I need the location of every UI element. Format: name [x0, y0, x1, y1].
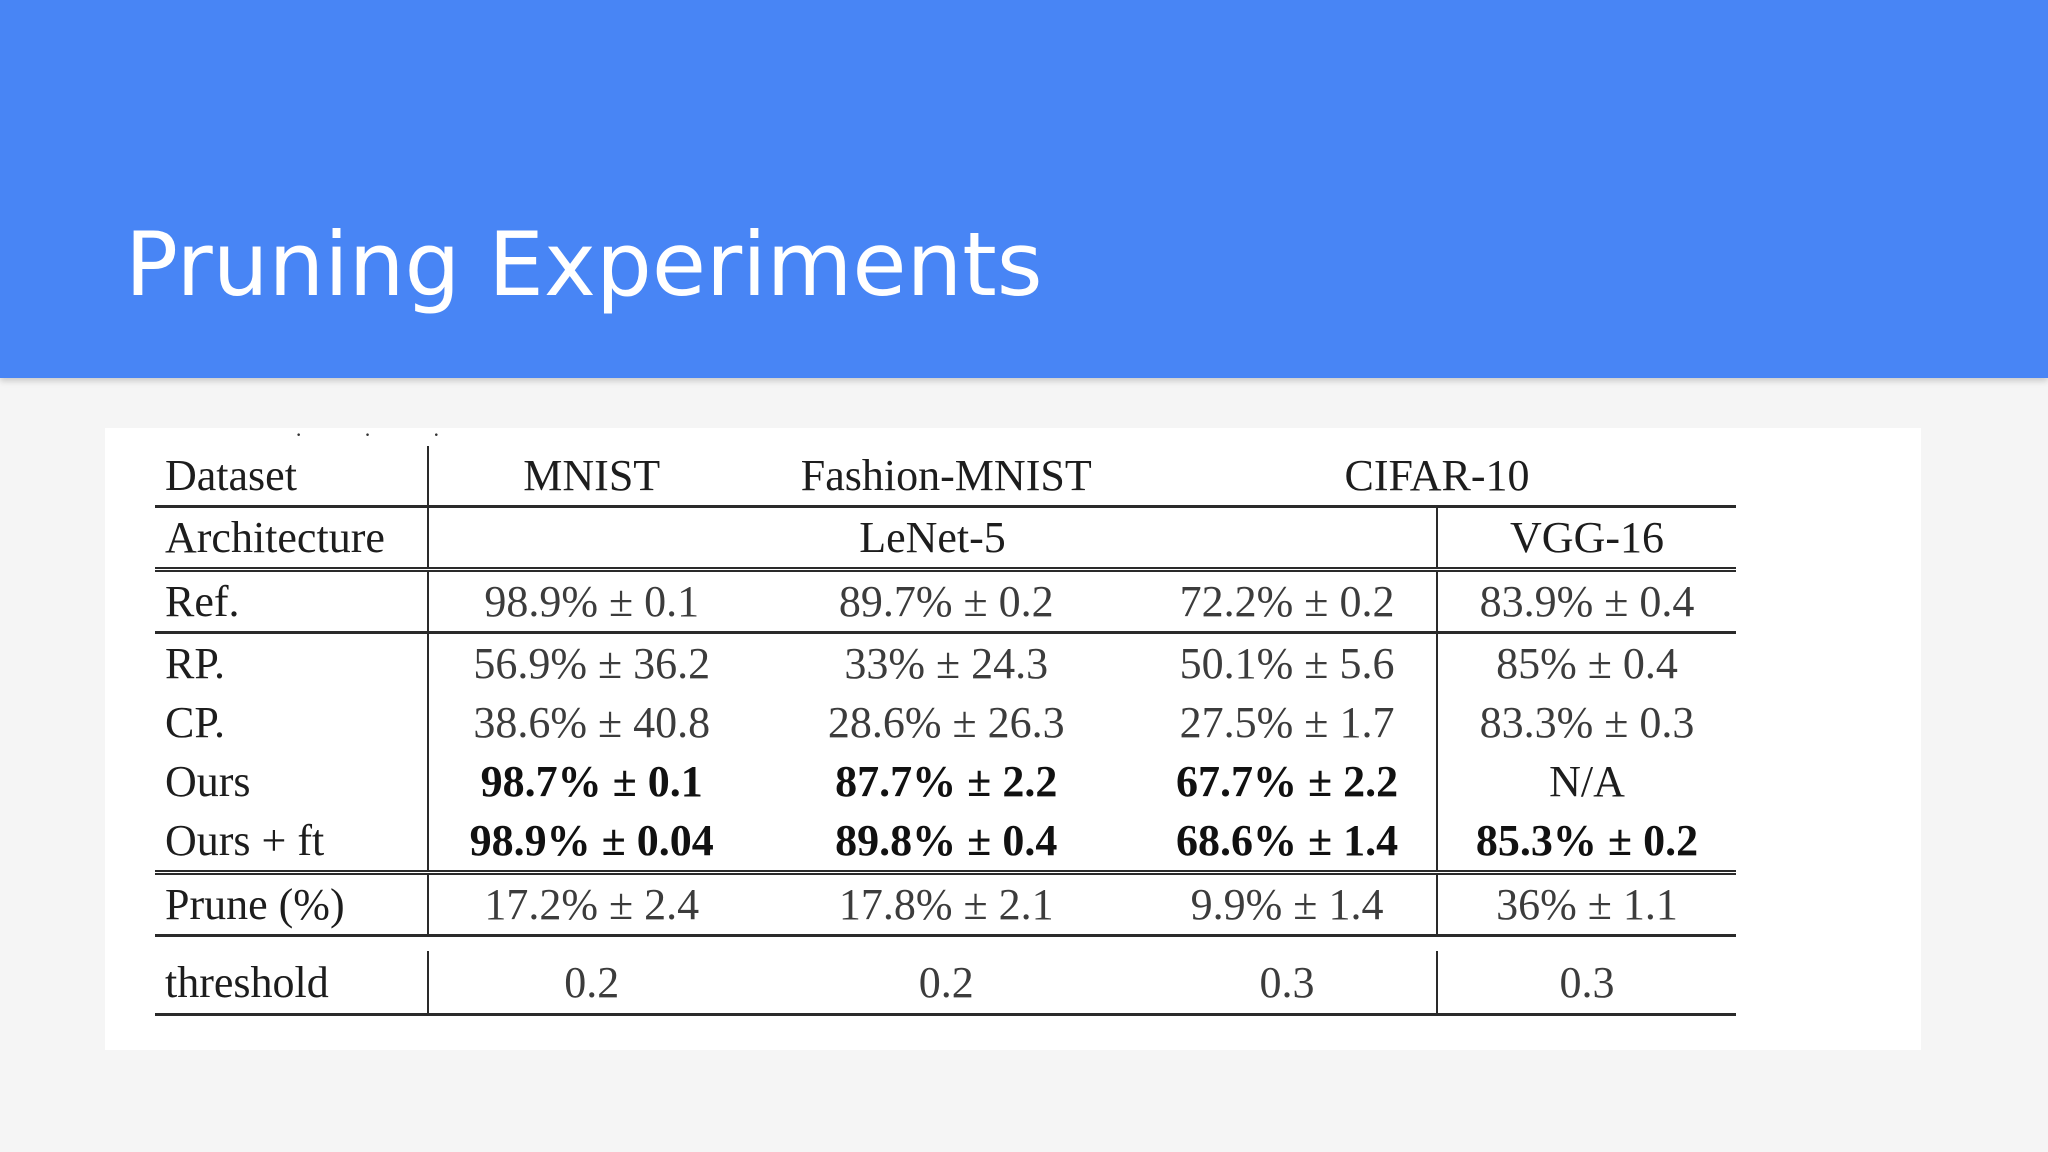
slide-header: Pruning Experiments — [0, 0, 2048, 378]
table-cell: 33% ± 24.3 — [754, 631, 1139, 693]
table-row: RP. 56.9% ± 36.2 33% ± 24.3 50.1% ± 5.6 … — [155, 631, 1736, 693]
table-cell: 85% ± 0.4 — [1436, 631, 1736, 693]
header-arch-vgg16: VGG-16 — [1436, 505, 1736, 570]
table-cell: 89.8% ± 0.4 — [835, 816, 1058, 865]
table-cell: 36% ± 1.1 — [1436, 870, 1736, 936]
table-row: CP. 38.6% ± 40.8 28.6% ± 26.3 27.5% ± 1.… — [155, 693, 1736, 752]
row-label: RP. — [155, 631, 429, 693]
table-cell: 0.2 — [754, 951, 1139, 1016]
row-label: Ref. — [155, 567, 429, 633]
table-cell: 87.7% ± 2.2 — [835, 757, 1058, 806]
header-arch-lenet5: LeNet-5 — [428, 505, 1438, 570]
row-label: threshold — [155, 951, 429, 1016]
table-cell: 17.8% ± 2.1 — [754, 870, 1139, 936]
table-spacer-row — [155, 934, 1736, 951]
header-dataset-cifar10: CIFAR-10 — [1344, 451, 1530, 500]
table-cell: 28.6% ± 26.3 — [827, 698, 1065, 747]
slide-title: Pruning Experiments — [125, 213, 1043, 316]
table-cell: 0.3 — [1436, 951, 1736, 1016]
table-row: threshold 0.2 0.2 0.3 0.3 — [155, 951, 1736, 1016]
table-row: Ours 98.7% ± 0.1 87.7% ± 2.2 67.7% ± 2.2… — [155, 752, 1736, 811]
table-row: Ours + ft 98.9% ± 0.04 89.8% ± 0.4 68.6%… — [155, 811, 1736, 873]
table-cell: 0.2 — [428, 951, 755, 1016]
table-cell: 0.3 — [1138, 951, 1438, 1016]
table-cell: 98.7% ± 0.1 — [480, 757, 703, 806]
row-label: Prune (%) — [155, 870, 429, 936]
table-cell: N/A — [1436, 752, 1736, 811]
table-cell: 83.9% ± 0.4 — [1436, 567, 1736, 633]
table-cell: 27.5% ± 1.7 — [1179, 698, 1395, 747]
table-cell: 9.9% ± 1.4 — [1138, 870, 1438, 936]
table-row: Prune (%) 17.2% ± 2.4 17.8% ± 2.1 9.9% ±… — [155, 870, 1736, 936]
results-table-image: · · · Dataset MNIST Fashion-MNIST CIFAR-… — [105, 422, 1921, 1050]
header-architecture-label: Architecture — [155, 505, 429, 570]
table-cell: 50.1% ± 5.6 — [1138, 631, 1438, 693]
row-label: Ours — [155, 752, 429, 811]
table-cell: 56.9% ± 36.2 — [428, 631, 755, 693]
table-header-arch-row: Architecture LeNet-5 VGG-16 — [155, 505, 1736, 570]
table-cell: 98.9% ± 0.1 — [428, 567, 755, 633]
table-cell: 83.3% ± 0.3 — [1436, 693, 1736, 752]
header-dataset-fashion-mnist: Fashion-MNIST — [800, 451, 1092, 500]
table-cell: 38.6% ± 40.8 — [473, 698, 711, 747]
table-cell: 17.2% ± 2.4 — [428, 870, 755, 936]
table-cell: 85.3% ± 0.2 — [1436, 811, 1736, 873]
table-row: Ref. 98.9% ± 0.1 89.7% ± 0.2 72.2% ± 0.2… — [155, 567, 1736, 633]
table-cell: 68.6% ± 1.4 — [1175, 816, 1399, 865]
header-dataset-mnist: MNIST — [523, 451, 661, 500]
table-cell: 98.9% ± 0.04 — [469, 816, 714, 865]
table-cell: 72.2% ± 0.2 — [1138, 567, 1438, 633]
header-dataset-label: Dataset — [155, 446, 429, 507]
table-cell: 67.7% ± 2.2 — [1175, 757, 1399, 806]
row-label: CP. — [155, 693, 429, 752]
row-label: Ours + ft — [155, 811, 429, 873]
pruning-results-table: Dataset MNIST Fashion-MNIST CIFAR-10 Arc… — [155, 446, 1736, 1016]
cropped-caption-marks: · · · — [295, 422, 468, 447]
table-cell: 89.7% ± 0.2 — [754, 567, 1139, 633]
table-header-dataset-row: Dataset MNIST Fashion-MNIST CIFAR-10 — [155, 446, 1736, 507]
